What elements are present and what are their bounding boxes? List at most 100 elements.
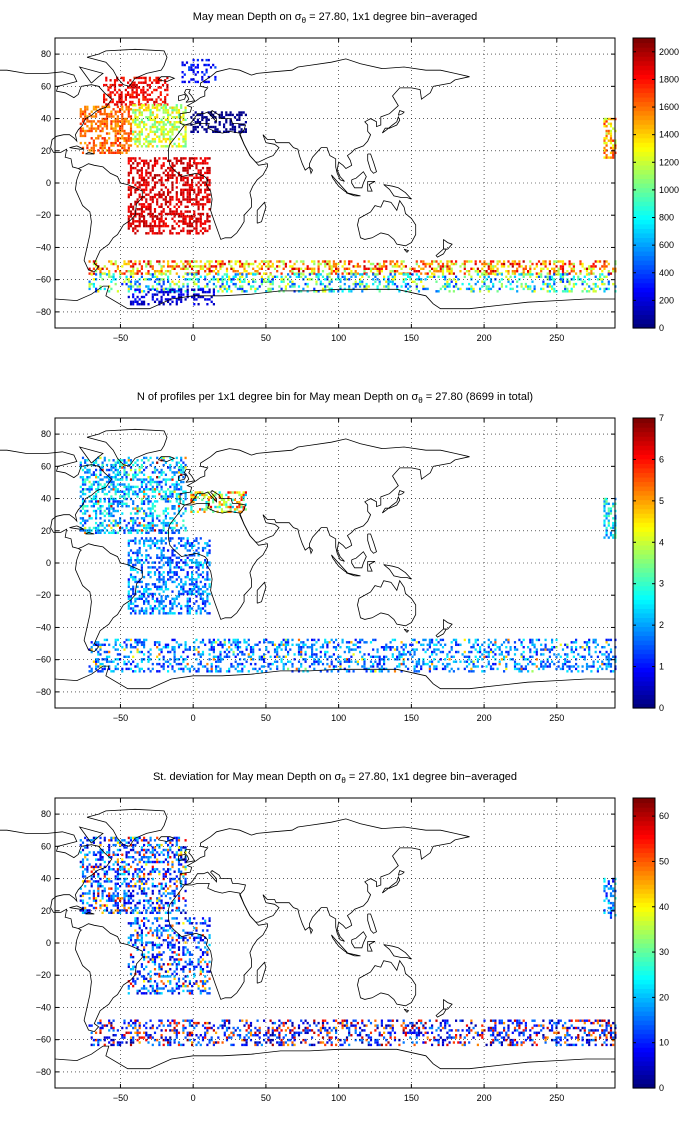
- data-cell: [188, 210, 191, 213]
- data-cell: [164, 212, 167, 216]
- data-cell: [153, 509, 157, 513]
- data-cell: [269, 662, 272, 666]
- data-cell: [192, 63, 195, 67]
- data-cell: [232, 275, 235, 279]
- data-cell: [229, 113, 232, 117]
- data-cell: [147, 270, 150, 273]
- data-cell: [155, 100, 158, 104]
- data-cell: [173, 580, 176, 584]
- data-cell: [145, 171, 148, 175]
- data-cell: [169, 566, 172, 569]
- data-cell: [233, 128, 237, 131]
- data-cell: [169, 568, 172, 572]
- data-cell: [158, 575, 161, 579]
- data-cell: [164, 224, 167, 228]
- data-cell: [191, 188, 194, 192]
- data-cell: [167, 556, 170, 560]
- data-cell: [125, 132, 128, 135]
- data-cell: [90, 127, 93, 130]
- data-cell: [99, 500, 102, 503]
- data-cell: [120, 103, 123, 106]
- data-cell: [230, 278, 233, 281]
- data-cell: [599, 273, 602, 276]
- data-cell: [127, 93, 130, 97]
- data-cell: [220, 116, 223, 119]
- data-cell: [175, 191, 178, 194]
- data-cell: [182, 592, 185, 596]
- data-cell: [590, 272, 593, 275]
- data-cell: [143, 524, 146, 527]
- data-cell: [175, 272, 178, 275]
- data-cell: [195, 578, 198, 581]
- data-cell: [177, 612, 181, 615]
- data-cell: [171, 529, 174, 532]
- data-cell: [125, 646, 128, 649]
- data-cell: [533, 285, 536, 288]
- data-cell: [143, 526, 146, 530]
- data-cell: [138, 546, 141, 550]
- data-cell: [95, 122, 98, 126]
- data-cell: [195, 174, 198, 177]
- data-cell: [105, 480, 109, 484]
- data-cell: [120, 76, 123, 80]
- data-cell: [319, 273, 322, 276]
- data-cell: [131, 83, 134, 87]
- data-cell: [428, 265, 431, 268]
- data-cell: [151, 113, 154, 117]
- data-cell: [127, 655, 130, 659]
- data-cell: [151, 461, 154, 464]
- data-cell: [160, 648, 163, 651]
- data-cell: [228, 285, 231, 288]
- data-cell: [212, 501, 215, 504]
- data-cell: [101, 658, 104, 661]
- data-cell: [92, 151, 95, 155]
- data-cell: [169, 571, 172, 574]
- data-cell: [297, 270, 301, 273]
- data-cell: [86, 105, 89, 109]
- data-cell: [188, 542, 191, 545]
- data-cell: [134, 288, 137, 291]
- data-cell: [132, 551, 135, 555]
- data-cell: [393, 270, 397, 273]
- data-cell: [215, 655, 218, 659]
- data-cell: [267, 275, 270, 279]
- data-cell: [236, 260, 239, 263]
- data-cell: [155, 81, 158, 84]
- data-cell: [441, 273, 445, 276]
- data-cell: [114, 137, 117, 140]
- data-cell: [180, 106, 183, 109]
- data-cell: [236, 113, 239, 117]
- data-cell: [151, 592, 154, 596]
- data-cell: [260, 665, 263, 668]
- data-cell: [113, 79, 117, 82]
- data-cell: [212, 498, 215, 502]
- data-cell: [88, 468, 91, 472]
- colorbar-segment: [633, 309, 655, 316]
- colorbar-segment: [633, 164, 655, 171]
- data-cell: [86, 129, 89, 133]
- data-cell: [151, 539, 154, 543]
- data-cell: [195, 549, 198, 552]
- data-cell: [123, 468, 126, 472]
- data-cell: [195, 609, 198, 613]
- data-cell: [236, 491, 239, 494]
- data-cell: [217, 262, 220, 266]
- data-cell: [361, 275, 364, 279]
- data-cell: [123, 490, 126, 493]
- data-cell: [158, 220, 161, 223]
- data-cell: [239, 262, 242, 266]
- data-cell: [173, 288, 176, 291]
- data-cell: [184, 590, 187, 593]
- data-cell: [603, 125, 606, 128]
- data-cell: [156, 607, 159, 610]
- data-cell: [171, 111, 174, 114]
- data-cell: [119, 517, 122, 520]
- data-cell: [147, 166, 150, 170]
- data-cell: [164, 509, 167, 513]
- data-cell: [127, 91, 130, 94]
- data-cell: [92, 480, 95, 484]
- data-cell: [153, 488, 157, 491]
- data-cell: [192, 510, 195, 514]
- data-cell: [204, 171, 207, 175]
- data-cell: [374, 275, 377, 279]
